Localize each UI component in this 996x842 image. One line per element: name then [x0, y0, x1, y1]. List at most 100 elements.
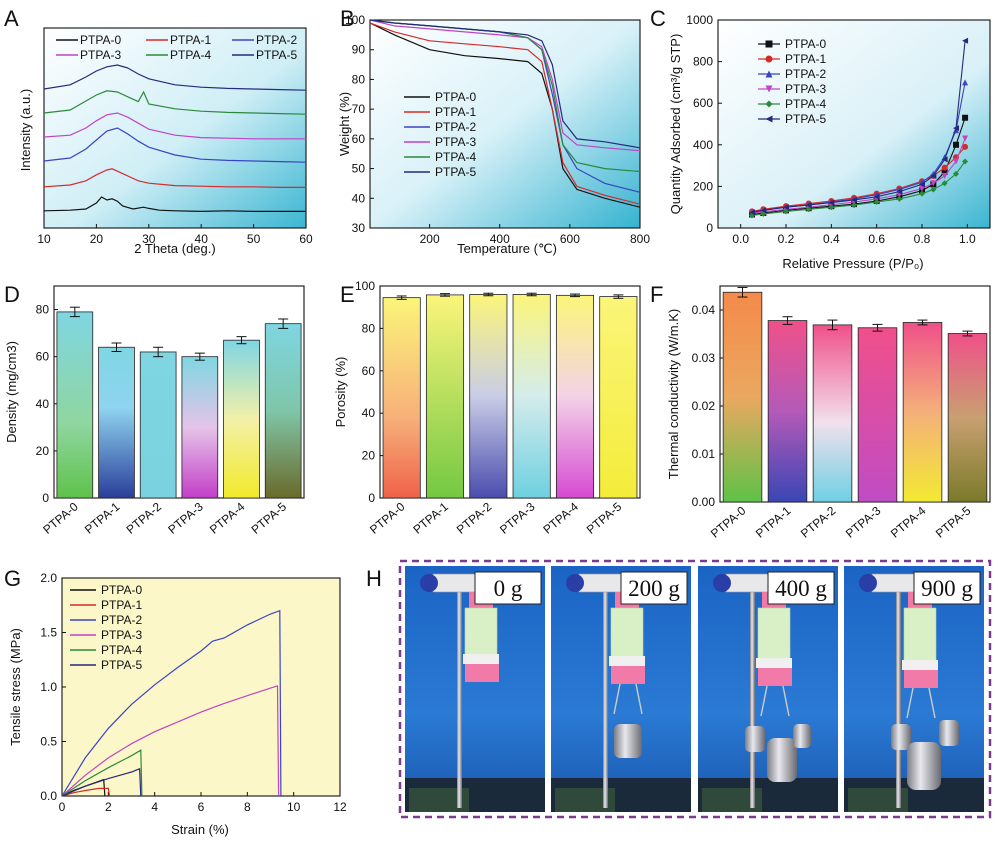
y-tick-label: 60: [352, 132, 366, 146]
bar-ptpa-0: [722, 291, 763, 503]
x-tick-label: PTPA-5: [584, 499, 625, 536]
legend-label: PTPA-4: [101, 643, 142, 657]
data-point: [962, 37, 969, 44]
data-point: [896, 188, 903, 195]
weight: [907, 742, 941, 790]
weight-label: 0 g: [494, 576, 523, 601]
legend-label: PTPA-0: [101, 583, 142, 597]
weight: [767, 738, 797, 782]
legend-label: PTPA-0: [785, 37, 826, 51]
series-line-ptpa-2: [61, 609, 282, 797]
lower-pink-clip: [465, 664, 499, 682]
x-tick-label: PTPA-1: [410, 499, 451, 536]
data-point: [953, 125, 959, 132]
axes-frame: [53, 285, 305, 499]
y-tick-label: 20: [36, 444, 50, 458]
series-line-ptpa-1: [369, 22, 641, 205]
y-tick-label: 60: [36, 350, 50, 364]
x-tick-label: PTPA-4: [540, 499, 581, 536]
data-point: [765, 85, 773, 93]
panel-label-f: F: [650, 282, 663, 307]
x-tick-label: 12: [333, 800, 347, 814]
legend-label: PTPA-1: [101, 598, 142, 612]
weight-label-box: [620, 571, 688, 605]
chart-c: 0.0 0.2 0.4 0.6 0.8 1.0 0 200 400 600 800 1000 Relat…: [668, 13, 991, 271]
panel-label-h: H: [366, 566, 382, 591]
bar-ptpa-3: [181, 356, 219, 499]
clamp-knob: [420, 574, 438, 592]
data-point: [749, 209, 755, 216]
data-point: [851, 202, 857, 209]
binder-clip: [613, 683, 643, 715]
x-tick-label: PTPA-3: [497, 499, 538, 536]
lower-white-clip: [463, 654, 499, 664]
bar-ptpa-2: [812, 324, 853, 503]
x-tick-label: 0: [59, 800, 66, 814]
weight: [614, 724, 642, 758]
aerogel-sample: [610, 607, 644, 661]
y-axis-label: Porosity (%): [333, 357, 348, 428]
bar-ptpa-0: [56, 311, 94, 499]
weight-label: 900 g: [921, 576, 973, 601]
y-tick-label: 0.01: [692, 447, 716, 461]
x-tick-label: 600: [560, 232, 580, 246]
x-tick-label: 0.4: [823, 232, 840, 246]
bar-ptpa-1: [425, 294, 465, 499]
data-point: [941, 164, 948, 171]
data-point: [919, 185, 925, 192]
data-point: [873, 199, 880, 205]
data-point: [873, 193, 880, 200]
x-axis-label: Strain (%): [171, 822, 229, 837]
weight-label-box: [474, 571, 542, 605]
series-line-ptpa-4: [43, 90, 307, 115]
bar-ptpa-1: [767, 320, 808, 503]
y-tick-label: 1000: [686, 13, 713, 27]
x-tick-label: 50: [247, 232, 261, 246]
axes-frame: [717, 19, 991, 229]
series-line-ptpa-1: [43, 168, 306, 188]
y-tick-label: 0.02: [692, 399, 716, 413]
y-axis-label: Density (mg/cm3): [4, 341, 19, 443]
x-tick-label: 200: [420, 232, 440, 246]
legend-label: PTPA-5: [256, 48, 297, 62]
x-axis-label: 2 Theta (deg.): [134, 241, 215, 256]
bar-ptpa-4: [902, 322, 943, 503]
x-tick-label: PTPA-2: [124, 499, 165, 536]
weight: [745, 726, 765, 752]
x-tick-label: 0.8: [914, 232, 931, 246]
x-tick-label: 10: [37, 232, 51, 246]
lower-pink-clip: [904, 670, 938, 688]
data-point: [962, 158, 969, 165]
y-tick-label: 800: [693, 55, 713, 69]
data-point: [765, 55, 773, 63]
y-tick-label: 0: [706, 221, 713, 235]
lower-pink-clip: [611, 666, 645, 684]
data-point: [962, 143, 969, 150]
bar-ptpa-1: [98, 346, 135, 499]
series-line-ptpa-3: [43, 112, 306, 140]
y-tick-label: 1.5: [40, 626, 57, 640]
legend-label: PTPA-1: [170, 33, 211, 47]
x-tick-label: PTPA-3: [165, 499, 206, 536]
y-tick-label: 100: [355, 279, 375, 293]
x-tick-label: 10: [287, 800, 301, 814]
axes-frame: [43, 27, 307, 229]
weight-label-box: [767, 571, 835, 605]
legend-label: PTPA-1: [435, 105, 476, 119]
legend-label: PTPA-1: [785, 52, 826, 66]
x-tick-label: 0.0: [732, 232, 749, 246]
legend-label: PTPA-2: [435, 120, 476, 134]
binder-clip: [906, 687, 936, 719]
plot-area: [718, 20, 990, 228]
y-tick-label: 600: [693, 96, 713, 110]
y-axis-label: Intensity (a.u.): [18, 89, 33, 171]
y-tick-label: 0.5: [40, 735, 57, 749]
x-tick-label: 6: [198, 800, 205, 814]
data-point: [930, 173, 937, 179]
bar-ptpa-4: [555, 294, 595, 499]
y-tick-label: 100: [345, 13, 365, 27]
data-point: [953, 141, 959, 148]
photo-4: 900 g: [844, 566, 984, 812]
bar-ptpa-5: [264, 323, 302, 499]
data-point: [919, 181, 925, 188]
